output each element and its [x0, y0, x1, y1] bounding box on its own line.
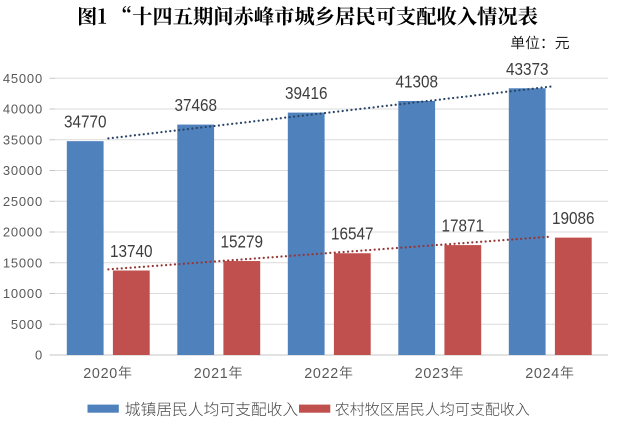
svg-text:15279: 15279	[221, 231, 264, 251]
svg-text:25000: 25000	[3, 194, 43, 209]
svg-text:30000: 30000	[3, 163, 43, 178]
svg-text:13740: 13740	[110, 241, 153, 261]
svg-text:15000: 15000	[3, 255, 43, 270]
svg-text:0: 0	[35, 348, 43, 363]
svg-text:20000: 20000	[3, 225, 43, 240]
svg-text:37468: 37468	[174, 95, 217, 115]
svg-text:2023: 2023	[415, 366, 450, 382]
svg-text:41308: 41308	[395, 71, 438, 91]
svg-text:2024: 2024	[525, 366, 560, 382]
svg-text:40000: 40000	[3, 102, 43, 117]
svg-text:43373: 43373	[506, 59, 549, 79]
svg-text:39416: 39416	[285, 83, 328, 103]
svg-text:2020: 2020	[83, 366, 118, 382]
svg-text:2021: 2021	[194, 366, 229, 382]
svg-text:19086: 19086	[552, 208, 595, 228]
svg-text:5000: 5000	[11, 317, 43, 332]
svg-text:2022: 2022	[304, 366, 339, 382]
svg-text:45000: 45000	[3, 71, 43, 86]
svg-text:35000: 35000	[3, 132, 43, 147]
svg-text:16547: 16547	[331, 224, 374, 244]
svg-text:17871: 17871	[442, 215, 485, 235]
svg-text:34770: 34770	[64, 111, 107, 131]
svg-text:10000: 10000	[3, 286, 43, 301]
